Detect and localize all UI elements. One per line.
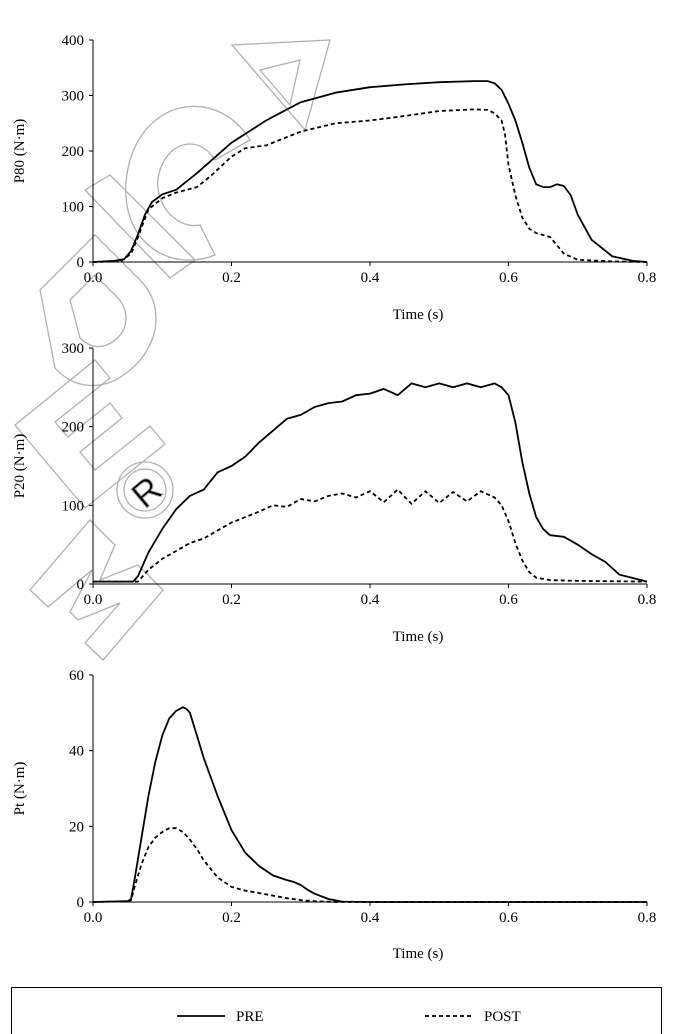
y-tick-label-p20-1: 100 bbox=[62, 498, 85, 514]
chart-pt: 0.0 0.2 0.4 0.6 0.8 0 20 40 60 Time (s) Pt (N·m) bbox=[12, 668, 656, 962]
x-axis-title-p20: Time (s) bbox=[393, 629, 444, 645]
series-line-p20-post bbox=[93, 488, 648, 583]
legend-label-post: POST bbox=[484, 1009, 521, 1025]
y-tick-label-p20-2: 200 bbox=[62, 420, 85, 436]
y-axis-title-p80: P80 (N·m) bbox=[12, 119, 28, 184]
y-tick-label-p20-0: 0 bbox=[77, 577, 85, 593]
x-tick-label-p80-4: 0.8 bbox=[638, 270, 657, 286]
y-tick-label-p80-2: 200 bbox=[62, 144, 85, 160]
chart-p20: 0.0 0.2 0.4 0.6 0.8 0 100 200 300 Time (s) P20 (N·… bbox=[12, 341, 656, 645]
x-tick-label-p80-2: 0.4 bbox=[361, 270, 380, 286]
x-tick-label-pt-0: 0.0 bbox=[84, 910, 103, 926]
legend-box bbox=[11, 987, 662, 1034]
y-tick-label-pt-3: 60 bbox=[69, 668, 84, 684]
x-tick-label-p80-3: 0.6 bbox=[499, 270, 518, 286]
series-line-pt-pre bbox=[92, 706, 647, 903]
x-axis-title-pt: Time (s) bbox=[393, 946, 444, 962]
y-tick-label-pt-1: 20 bbox=[69, 819, 84, 835]
y-tick-label-p80-1: 100 bbox=[62, 200, 85, 216]
y-tick-label-pt-0: 0 bbox=[77, 895, 85, 911]
x-tick-label-p20-2: 0.4 bbox=[361, 592, 380, 608]
y-tick-label-pt-2: 40 bbox=[69, 744, 84, 760]
x-tick-label-pt-3: 0.6 bbox=[499, 910, 518, 926]
x-tick-label-pt-4: 0.8 bbox=[638, 910, 657, 926]
y-axis-title-pt: Pt (N·m) bbox=[12, 762, 28, 816]
series-line-p80-pre bbox=[92, 80, 648, 263]
x-tick-label-p20-4: 0.8 bbox=[638, 592, 657, 608]
x-tick-label-p80-1: 0.2 bbox=[222, 270, 241, 286]
x-axis-title-p80: Time (s) bbox=[393, 307, 444, 323]
x-tick-label-p20-0: 0.0 bbox=[84, 592, 103, 608]
x-tick-label-p20-1: 0.2 bbox=[222, 592, 241, 608]
series-line-p20-pre bbox=[93, 382, 648, 583]
y-tick-label-p80-0: 0 bbox=[77, 255, 85, 271]
y-tick-label-p80-3: 300 bbox=[62, 89, 85, 105]
x-tick-label-pt-1: 0.2 bbox=[222, 910, 241, 926]
chart-p80: 0.0 0.2 0.4 0.6 0.8 0 100 200 300 400 Time (s) P80 … bbox=[12, 33, 656, 323]
legend-label-pre: PRE bbox=[236, 1009, 264, 1025]
y-tick-label-p20-3: 300 bbox=[62, 341, 85, 357]
series-line-pt-post bbox=[92, 827, 647, 903]
x-tick-label-p20-3: 0.6 bbox=[499, 592, 518, 608]
y-axis-title-p20: P20 (N·m) bbox=[12, 434, 28, 499]
x-tick-label-pt-2: 0.4 bbox=[361, 910, 380, 926]
y-tick-label-p80-4: 400 bbox=[62, 33, 85, 49]
legend: PRE POST bbox=[11, 987, 662, 1034]
x-tick-label-p80-0: 0.0 bbox=[84, 270, 103, 286]
